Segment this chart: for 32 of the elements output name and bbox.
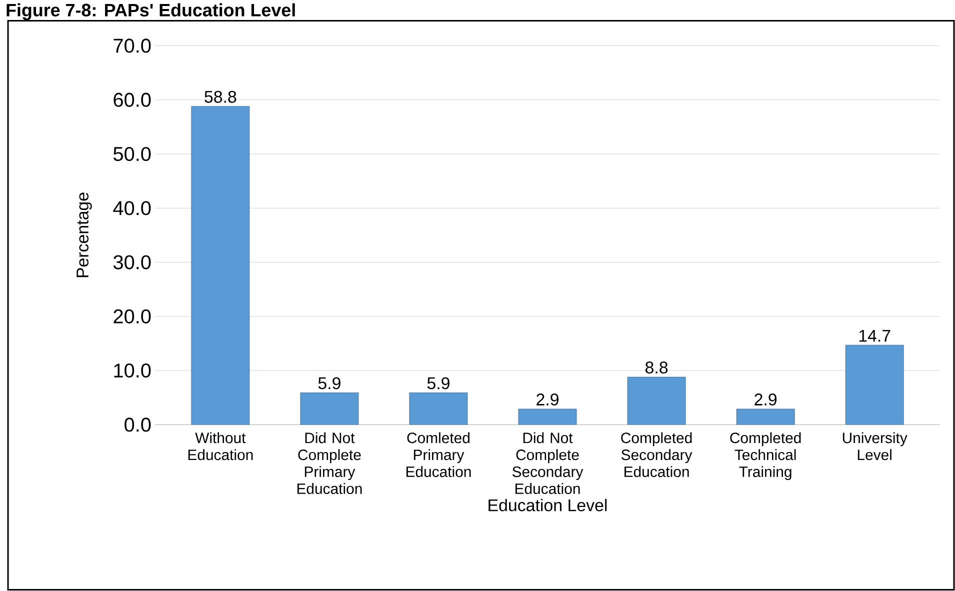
- y-tick-label: 30.0: [113, 255, 151, 270]
- chart-title: Figure 7-8: PAPs' Education Level: [6, 3, 295, 20]
- bar: [736, 408, 795, 425]
- y-axis-title: Percentage: [76, 192, 92, 278]
- x-tick-label: University Level: [842, 432, 908, 460]
- y-tick-label: 20.0: [114, 310, 151, 324]
- y-tick-label: 70.0: [114, 38, 151, 53]
- bar: [518, 408, 577, 425]
- data-label: 58.8: [204, 90, 236, 103]
- bar: [300, 392, 359, 425]
- x-tick-label: Completed Secondary Education: [621, 432, 692, 478]
- x-tick-label: Did Not Complete Primary Education: [297, 432, 362, 494]
- x-tick-label: Comleted Primary Education: [406, 432, 471, 478]
- data-label: 14.7: [859, 330, 890, 342]
- data-label: 2.9: [754, 394, 777, 406]
- data-label: 5.9: [427, 377, 450, 390]
- data-label: 8.8: [645, 362, 668, 374]
- x-tick-label: Without Education: [188, 432, 253, 460]
- x-axis-title: Education Level: [488, 498, 607, 512]
- data-label: 5.9: [318, 377, 340, 390]
- bar: [845, 345, 904, 425]
- bar: [409, 392, 468, 425]
- data-label: 2.9: [536, 394, 558, 406]
- y-tick-label: 50.0: [114, 147, 151, 162]
- x-tick-label: Did Not Complete Secondary Education: [512, 432, 584, 494]
- bar: [191, 106, 250, 425]
- bar: [627, 377, 686, 425]
- y-tick-label: 60.0: [114, 92, 151, 108]
- x-tick-label: Completed Technical Training: [730, 432, 801, 480]
- y-tick-label: 0.0: [124, 418, 151, 432]
- y-tick-label: 40.0: [113, 201, 151, 216]
- y-tick-label: 10.0: [114, 364, 151, 378]
